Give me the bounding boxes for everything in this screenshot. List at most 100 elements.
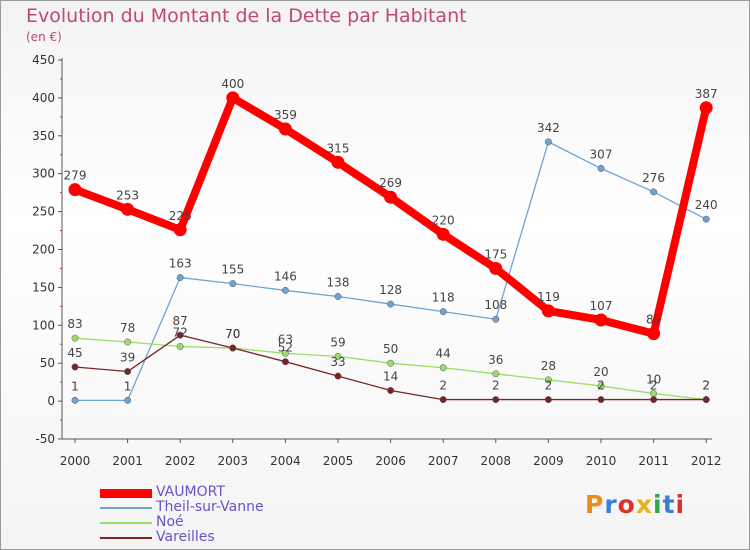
- x-tick-label: 2006: [375, 454, 406, 468]
- y-tick-label: 150: [32, 280, 55, 294]
- data-label: 387: [695, 87, 718, 101]
- y-tick-label: 350: [32, 129, 55, 143]
- data-label: 89: [646, 313, 661, 327]
- data-point: [334, 372, 342, 380]
- data-point: [439, 396, 447, 404]
- data-label: 78: [120, 321, 135, 335]
- data-point: [492, 315, 500, 323]
- data-label: 2: [702, 379, 710, 393]
- y-tick-label: -50: [35, 432, 55, 446]
- data-point: [699, 101, 713, 115]
- data-point: [176, 274, 184, 281]
- x-tick-label: 2012: [691, 454, 722, 468]
- data-point: [121, 202, 135, 216]
- y-tick-label: 0: [47, 394, 55, 408]
- data-label: 2: [597, 379, 605, 393]
- data-label: 70: [225, 327, 240, 341]
- data-label: 52: [278, 341, 293, 355]
- data-point: [597, 396, 605, 404]
- logo-letter: t: [662, 490, 676, 519]
- data-point: [384, 190, 398, 204]
- data-point: [124, 368, 132, 375]
- data-label: 155: [221, 263, 244, 277]
- data-point: [226, 91, 240, 105]
- data-point: [650, 188, 658, 196]
- data-point: [124, 396, 132, 404]
- chart-title: Evolution du Montant de la Dette par Hab…: [26, 5, 467, 27]
- data-label: 2: [702, 379, 710, 393]
- data-label: 10: [646, 373, 661, 387]
- data-point: [176, 331, 184, 339]
- legend-swatch: [100, 537, 152, 539]
- data-label: 276: [642, 171, 665, 185]
- data-label: 14: [383, 369, 398, 383]
- data-label: 63: [278, 332, 293, 346]
- data-point: [647, 327, 661, 341]
- data-point: [334, 293, 342, 300]
- data-label: 107: [590, 299, 613, 313]
- data-point: [489, 261, 503, 275]
- x-tick-label: 2004: [270, 454, 301, 468]
- data-point: [281, 358, 289, 366]
- data-point: [594, 313, 608, 327]
- legend-label: Theil-sur-Vanne: [156, 499, 264, 515]
- y-tick-label: 100: [32, 318, 55, 332]
- data-label: 2: [650, 379, 658, 393]
- logo-letter: r: [604, 490, 618, 519]
- data-label: 163: [169, 257, 192, 271]
- x-tick-label: 2003: [218, 454, 249, 468]
- data-label: 307: [590, 147, 613, 161]
- data-point: [544, 396, 552, 404]
- data-label: 138: [327, 275, 350, 289]
- data-label: 118: [432, 291, 455, 305]
- data-label: 240: [695, 198, 718, 212]
- data-label: 20: [593, 365, 608, 379]
- x-tick-label: 2010: [586, 454, 617, 468]
- data-point: [439, 308, 447, 316]
- logo-letter: x: [635, 490, 653, 519]
- x-tick-label: 2001: [112, 454, 143, 468]
- data-point: [71, 363, 79, 371]
- data-point: [387, 300, 395, 308]
- data-point: [331, 155, 345, 169]
- legend-swatch: [100, 507, 152, 509]
- legend-swatch: [100, 488, 152, 498]
- data-point: [492, 370, 500, 378]
- data-point: [439, 364, 447, 372]
- data-label: 45: [67, 346, 82, 360]
- data-point: [281, 349, 289, 357]
- data-point: [544, 376, 552, 384]
- data-point: [173, 223, 187, 237]
- y-tick-label: 200: [32, 243, 55, 257]
- data-label: 342: [537, 121, 560, 135]
- proxiti-logo: Proxiti: [585, 490, 685, 519]
- data-label: 253: [116, 188, 139, 202]
- logo-letter: o: [617, 490, 636, 519]
- data-label: 70: [225, 327, 240, 341]
- x-tick-label: 2008: [481, 454, 512, 468]
- data-point: [334, 352, 342, 360]
- x-tick-label: 2002: [165, 454, 196, 468]
- data-label: 2: [492, 379, 500, 393]
- data-point: [597, 382, 605, 390]
- data-label: 400: [221, 77, 244, 91]
- y-tick-label: 50: [40, 356, 55, 370]
- data-label: 128: [379, 283, 402, 297]
- data-label: 72: [173, 326, 188, 340]
- data-point: [597, 164, 605, 172]
- y-tick-label: 400: [32, 91, 55, 105]
- data-label: 220: [432, 213, 455, 227]
- series-points: [68, 91, 713, 404]
- data-label: 108: [484, 298, 507, 312]
- logo-letter: i: [675, 490, 686, 519]
- data-label: 359: [274, 108, 297, 122]
- data-label: 33: [330, 355, 345, 369]
- data-point: [281, 286, 289, 294]
- legend-label: Vareilles: [156, 529, 215, 545]
- data-point: [124, 338, 132, 346]
- data-label: 269: [379, 176, 402, 190]
- data-label: 87: [173, 314, 188, 328]
- data-label: 1: [71, 379, 79, 393]
- data-point: [702, 215, 710, 223]
